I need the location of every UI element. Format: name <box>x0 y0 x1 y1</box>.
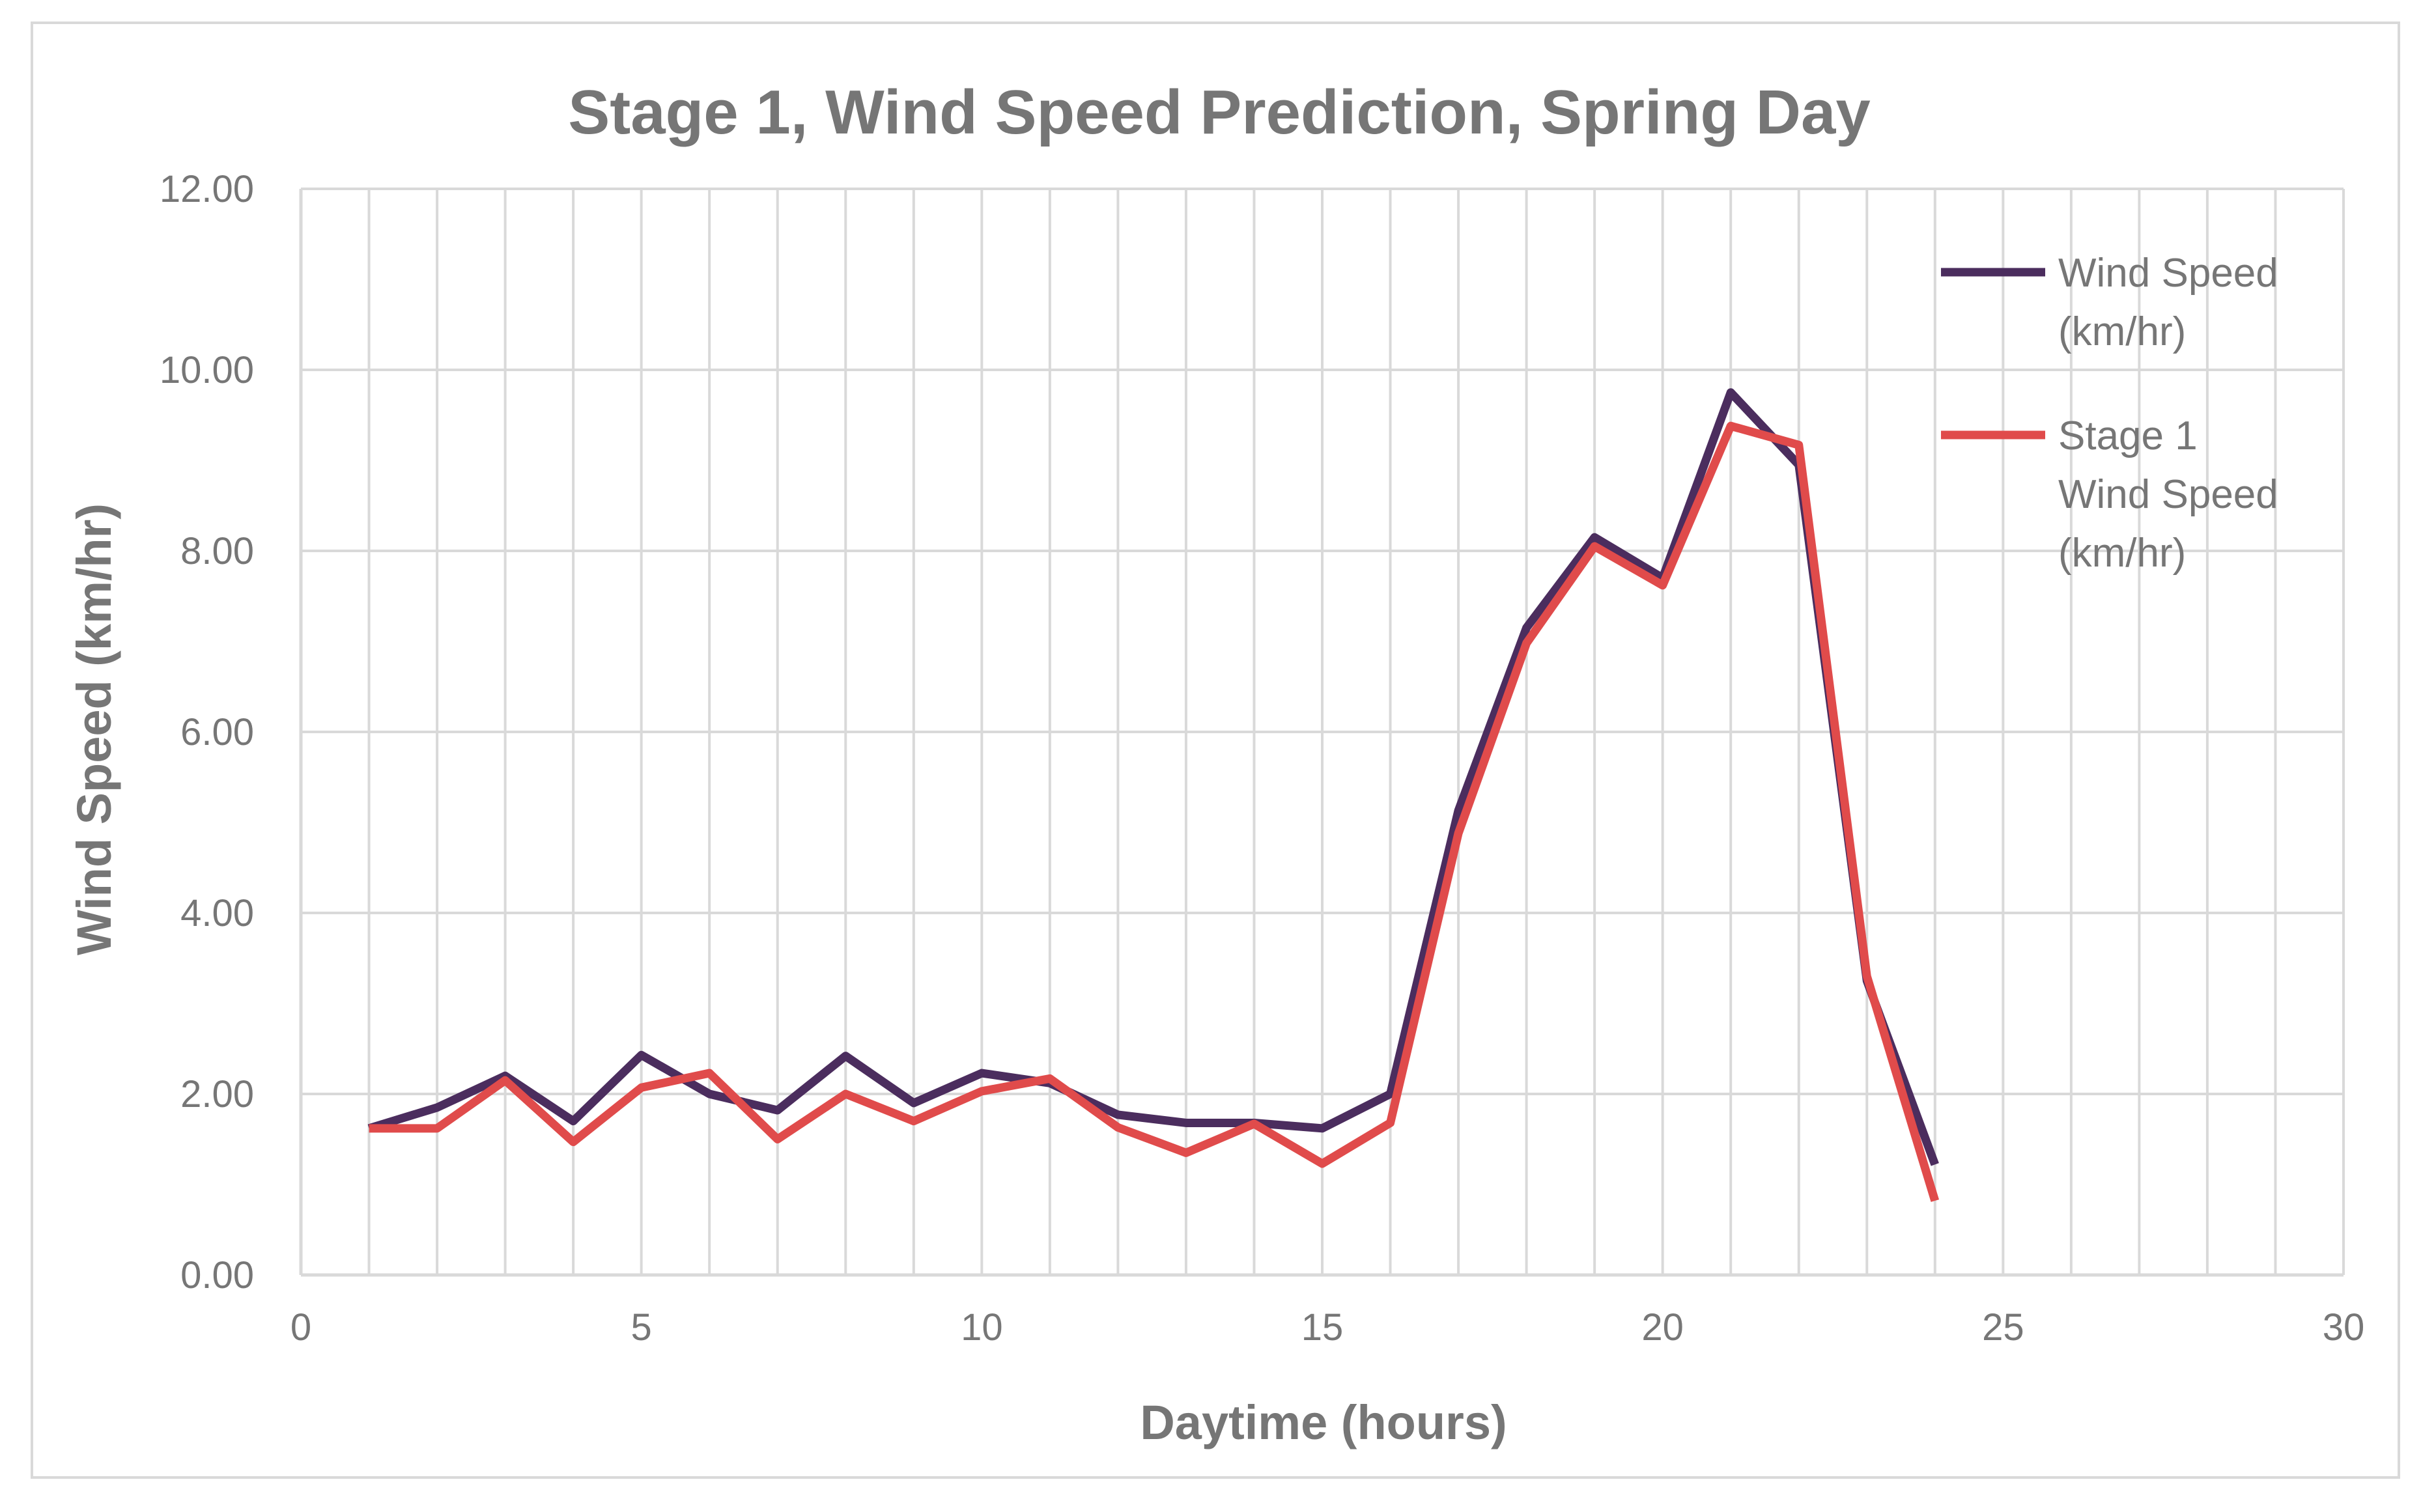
y-tick-label: 2.00 <box>180 1073 254 1115</box>
x-tick-label: 10 <box>961 1306 1003 1349</box>
series-line-1 <box>367 388 1939 1166</box>
legend-label-2: Wind Speed <box>2058 472 2278 517</box>
y-tick-label: 10.00 <box>160 349 254 391</box>
x-tick-label: 30 <box>2323 1306 2365 1349</box>
legend: Wind Speed (km/hr) Stage 1 Wind Speed (km/hr… <box>1941 251 2278 576</box>
legend-label-1: (km/hr) <box>2058 309 2186 354</box>
x-tick-label: 20 <box>1641 1306 1684 1349</box>
y-tick-label: 6.00 <box>180 711 254 753</box>
y-tick-label: 0.00 <box>180 1254 254 1296</box>
x-tick-label: 5 <box>631 1306 652 1349</box>
legend-label-2: (km/hr) <box>2058 531 2186 576</box>
y-axis-title: Wind Speed (km/hr) <box>67 503 121 955</box>
data-series <box>367 388 1940 1202</box>
axes <box>299 189 2344 1277</box>
chart-frame <box>31 21 2400 1479</box>
series-line-2 <box>369 421 1940 1202</box>
x-tick-label: 15 <box>1301 1306 1344 1349</box>
x-tick-label: 0 <box>290 1306 311 1349</box>
x-tick-label: 25 <box>1982 1306 2024 1349</box>
legend-label-1: Wind Speed <box>2058 251 2278 296</box>
x-axis-title: Daytime (hours) <box>1140 1395 1507 1449</box>
y-tick-label: 8.00 <box>180 530 254 572</box>
legend-label-2: Stage 1 <box>2058 413 2198 458</box>
gridlines <box>301 188 2345 1275</box>
tick-labels: 0 5 10 15 20 25 30 0.00 2.00 4.00 6.00 8.00 10.00 12.… <box>160 168 2364 1349</box>
chart-title: Stage 1, Wind Speed Prediction, Spring D… <box>568 77 1871 147</box>
y-tick-label: 12.00 <box>160 168 254 210</box>
y-tick-label: 4.00 <box>180 892 254 934</box>
